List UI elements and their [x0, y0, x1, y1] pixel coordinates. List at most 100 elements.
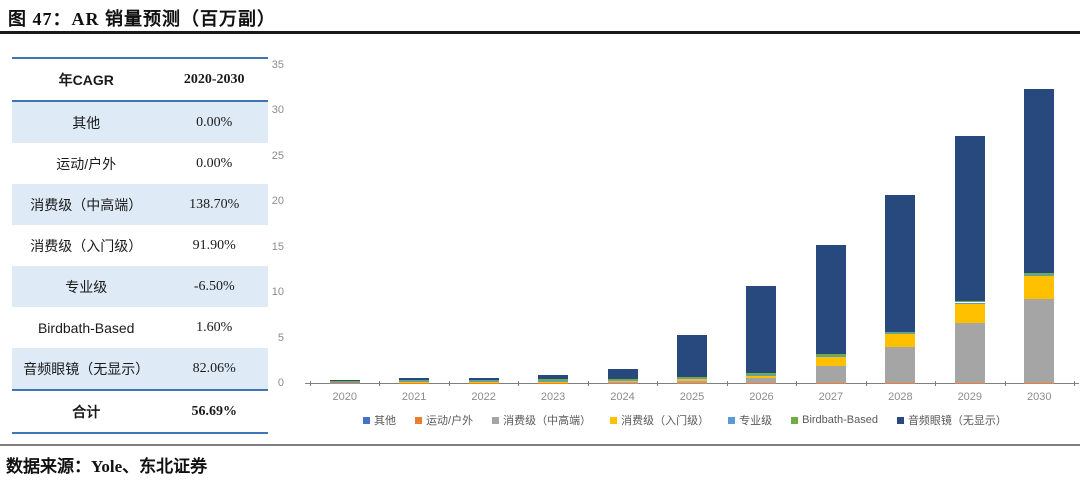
legend-item: Birdbath-Based [791, 414, 878, 426]
table-row-label: 专业级 [65, 278, 108, 295]
bar-segment [329, 381, 360, 383]
x-axis-tick [935, 381, 937, 386]
x-axis-label: 2020 [332, 391, 357, 403]
bar-segment [954, 382, 985, 384]
legend-swatch-icon [728, 416, 736, 424]
bar-segment [746, 373, 777, 375]
bar-segment [885, 331, 916, 334]
bar-segment [1024, 298, 1055, 383]
bar-segment [607, 382, 638, 383]
x-axis-tick [310, 381, 311, 386]
bar-segment [468, 382, 499, 383]
legend-label: 消费级（入门级） [621, 415, 710, 427]
bar-segment [329, 382, 360, 384]
table-header-row: 年CAGR 2020-2030 [12, 59, 268, 100]
table-header-label: 年CAGR [58, 71, 114, 88]
legend-label: 运动/户外 [426, 415, 474, 427]
x-axis-tick [657, 381, 659, 386]
bar-segment [538, 382, 569, 384]
table-row: 消费级（入门级） 91.90% [12, 225, 268, 266]
bar-segment [399, 382, 430, 383]
x-axis-label: 2022 [471, 391, 496, 403]
table-total-value: 56.69% [191, 403, 237, 419]
bar-segment [1024, 382, 1055, 384]
bar-segment [607, 381, 638, 383]
table-row-value: 91.90% [192, 237, 236, 253]
x-axis-tick [1074, 381, 1075, 386]
bar-segment [677, 334, 707, 377]
x-axis-label: 2029 [957, 391, 983, 403]
table-row-label: 消费级（中高端） [30, 196, 143, 213]
bar-segment [885, 382, 916, 384]
bar-segment [538, 381, 569, 383]
bar-segment [885, 194, 916, 332]
x-axis-label: 2028 [888, 391, 913, 403]
table-row-value: 1.60% [196, 319, 233, 335]
bar-segment [885, 333, 916, 348]
y-axis-tick-label: 10 [271, 286, 284, 299]
bar-segment [1024, 273, 1055, 275]
legend-item: 音频眼镜（无显示） [896, 412, 1007, 428]
legend-item: 专业级 [728, 412, 772, 428]
bar-segment [1024, 382, 1055, 384]
y-axis-tick-label: 15 [271, 240, 284, 253]
bar-segment [677, 376, 707, 379]
bar-segment [815, 382, 846, 384]
legend-item: 运动/户外 [415, 412, 473, 428]
x-axis-tick [796, 381, 798, 386]
y-axis-tick-label: 25 [271, 149, 284, 162]
table-row-value: 82.06% [192, 360, 236, 376]
bar-segment [538, 382, 569, 383]
legend-item: 消费级（入门级） [610, 412, 709, 428]
bar-segment [746, 374, 777, 376]
bar-segment [1024, 274, 1055, 276]
bar-segment [468, 382, 499, 384]
table-header-value: 2020-2030 [183, 71, 245, 87]
bar-segment [815, 382, 846, 384]
bar-segment [468, 381, 499, 382]
bar-segment [746, 378, 777, 383]
bar-segment [329, 380, 360, 382]
bar-segment [815, 356, 846, 357]
x-axis-label: 2021 [401, 391, 427, 403]
legend-swatch-icon [791, 416, 799, 424]
x-axis-label: 2030 [1027, 391, 1052, 403]
bar-segment [677, 382, 707, 384]
legend-item: 其他 [363, 412, 396, 428]
table-row: Birdbath-Based 1.60% [12, 307, 268, 348]
bar-segment [815, 365, 846, 383]
bar-segment [815, 354, 846, 356]
bar-segment [885, 347, 916, 383]
table-row-label: Birdbath-Based [37, 319, 135, 336]
bar-segment [399, 379, 430, 382]
title-divider [0, 31, 1080, 34]
bar-segment [607, 380, 638, 381]
x-axis-tick [448, 381, 450, 386]
bar-segment [815, 245, 846, 355]
bar-segment [954, 303, 985, 324]
x-axis-tick [518, 381, 520, 386]
bar-segment [538, 380, 569, 382]
y-axis-tick-label: 0 [277, 377, 284, 389]
bar-segment [954, 135, 985, 301]
table-row-label: 音频眼镜（无显示） [23, 360, 150, 377]
bar-segment [607, 369, 638, 379]
bar-segment [677, 378, 707, 379]
bar-segment [468, 382, 499, 383]
legend-swatch-icon [492, 416, 500, 424]
table-row: 运动/户外 0.00% [12, 143, 268, 184]
table-row: 专业级 -6.50% [12, 266, 268, 307]
cagr-table: 年CAGR 2020-2030 其他 0.00% 运动/户外 0.00% 消费级（中高端… [12, 57, 268, 434]
bar-segment [468, 379, 499, 382]
table-row-label: 运动/户外 [56, 155, 117, 172]
chart-legend: 其他 运动/户外 消费级（中高端） 消费级（入门级） 专业级 Birdbath-Based… [300, 412, 1070, 428]
legend-label: Birdbath-Based [802, 414, 878, 426]
bar-segment [815, 356, 846, 366]
table-row-label: 其他 [72, 114, 101, 131]
x-axis-label: 2023 [540, 391, 566, 403]
bar-segment [399, 381, 430, 382]
bar-segment [538, 379, 569, 381]
x-axis-tick [379, 381, 381, 386]
